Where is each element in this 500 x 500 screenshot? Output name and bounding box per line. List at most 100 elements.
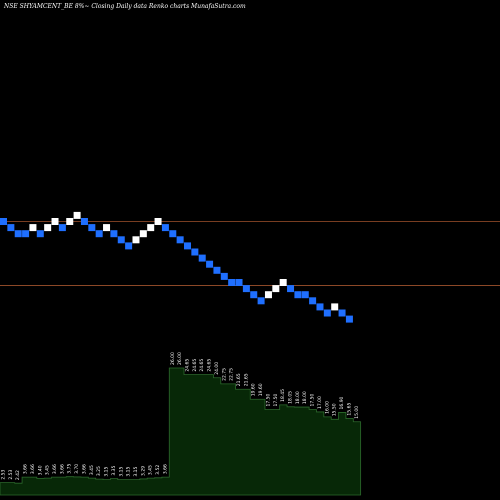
up-brick bbox=[44, 224, 52, 232]
volume-value-label: 22.75 bbox=[221, 368, 227, 381]
up-brick bbox=[147, 224, 155, 232]
down-brick bbox=[110, 230, 118, 238]
down-brick bbox=[301, 291, 309, 299]
up-brick bbox=[103, 224, 111, 232]
down-brick bbox=[22, 230, 30, 238]
down-brick bbox=[169, 230, 177, 238]
down-brick bbox=[228, 279, 236, 286]
down-brick bbox=[36, 230, 44, 238]
volume-value-label: 3.52 bbox=[155, 465, 161, 475]
volume-value-label: 26.00 bbox=[177, 352, 183, 365]
down-brick bbox=[257, 297, 265, 305]
chart-title: NSE SHYAMCENT_BE 8%~ Closing Daily data … bbox=[4, 3, 246, 10]
down-brick bbox=[58, 224, 66, 232]
volume-value-label: 19.60 bbox=[258, 383, 264, 396]
up-brick bbox=[66, 218, 74, 225]
volume-value-label: 16.00 bbox=[324, 401, 330, 414]
volume-value-label: 18.00 bbox=[295, 391, 301, 404]
down-brick bbox=[184, 242, 191, 250]
volume-value-label: 3.66 bbox=[81, 464, 87, 474]
volume-value-label: 17.50 bbox=[310, 393, 316, 406]
up-brick bbox=[51, 218, 59, 225]
down-brick bbox=[338, 309, 346, 317]
volume-value-label: 21.65 bbox=[243, 373, 249, 386]
volume-value-label: 24.65 bbox=[192, 359, 198, 372]
up-brick bbox=[264, 291, 272, 299]
down-brick bbox=[95, 230, 103, 238]
volume-value-label: 21.65 bbox=[236, 373, 242, 386]
volume-value-label: 3.75 bbox=[67, 464, 73, 474]
volume-value-label: 18.05 bbox=[288, 391, 294, 404]
volume-value-label: 24.65 bbox=[207, 359, 213, 372]
up-brick bbox=[279, 279, 287, 286]
down-brick bbox=[235, 279, 243, 286]
volume-value-label: 18.00 bbox=[302, 391, 308, 404]
down-brick bbox=[117, 236, 125, 244]
volume-value-label: 3.66 bbox=[30, 464, 36, 474]
volume-value-label: 3.15 bbox=[118, 466, 124, 476]
down-brick bbox=[198, 254, 206, 262]
volume-area bbox=[0, 367, 362, 496]
volume-value-label: 3.40 bbox=[37, 465, 43, 475]
volume-value-label: 2.53 bbox=[8, 469, 14, 479]
volume-value-label: 24.00 bbox=[214, 362, 220, 375]
volume-value-label: 3.15 bbox=[104, 466, 110, 476]
down-brick bbox=[250, 291, 258, 299]
up-brick bbox=[154, 218, 162, 225]
up-brick bbox=[331, 303, 339, 311]
volume-value-label: 3.35 bbox=[111, 465, 117, 475]
down-brick bbox=[316, 303, 324, 311]
up-brick bbox=[73, 211, 81, 219]
up-brick bbox=[29, 224, 37, 232]
down-brick bbox=[88, 224, 96, 232]
volume-value-label: 18.45 bbox=[280, 389, 286, 402]
volume-value-label: 15.00 bbox=[354, 406, 360, 419]
volume-value-label: 3.66 bbox=[23, 464, 29, 474]
volume-value-label: 3.70 bbox=[74, 464, 80, 474]
down-brick bbox=[125, 242, 133, 250]
volume-value-label: 2.42 bbox=[15, 470, 21, 480]
volume-value-label: 16.90 bbox=[339, 396, 345, 409]
volume-value-label: 3.45 bbox=[148, 465, 154, 475]
volume-value-label: 3.66 bbox=[52, 464, 58, 474]
down-brick bbox=[309, 297, 317, 305]
volume-value-label: 3.29 bbox=[140, 466, 146, 476]
down-brick bbox=[345, 315, 353, 323]
up-brick bbox=[272, 285, 280, 293]
volume-value-label: 3.66 bbox=[59, 464, 65, 474]
down-brick bbox=[206, 260, 214, 268]
volume-value-label: 2.53 bbox=[1, 469, 7, 479]
down-brick bbox=[213, 266, 221, 274]
down-brick bbox=[242, 285, 250, 293]
down-brick bbox=[191, 248, 199, 256]
volume-value-label: 3.15 bbox=[126, 466, 132, 476]
volume-value-label: 26.00 bbox=[170, 352, 176, 365]
volume-value-label: 3.45 bbox=[45, 465, 51, 475]
volume-value-label: 17.00 bbox=[317, 396, 323, 409]
down-brick bbox=[0, 218, 7, 225]
volume-value-label: 3.25 bbox=[96, 466, 102, 476]
volume-value-label: 19.60 bbox=[251, 383, 257, 396]
down-brick bbox=[80, 218, 88, 225]
down-brick bbox=[14, 230, 22, 238]
up-brick bbox=[132, 236, 140, 244]
volume-value-label: 17.50 bbox=[265, 393, 271, 406]
down-brick bbox=[294, 291, 302, 299]
volume-value-label: 3.15 bbox=[133, 466, 139, 476]
volume-value-label: 24.65 bbox=[185, 359, 191, 372]
up-brick bbox=[139, 230, 147, 238]
volume-value-label: 3.66 bbox=[162, 464, 168, 474]
volume-value-label: 24.65 bbox=[199, 359, 205, 372]
down-brick bbox=[220, 272, 228, 280]
down-brick bbox=[176, 236, 184, 244]
down-brick bbox=[323, 309, 331, 317]
volume-value-label: 15.65 bbox=[346, 403, 352, 416]
volume-value-label: 17.50 bbox=[273, 393, 279, 406]
volume-value-label: 3.45 bbox=[89, 465, 95, 475]
down-brick bbox=[7, 224, 15, 232]
volume-value-label: 22.75 bbox=[229, 368, 235, 381]
down-brick bbox=[161, 224, 169, 232]
down-brick bbox=[287, 285, 295, 293]
volume-value-label: 15.50 bbox=[332, 403, 338, 416]
